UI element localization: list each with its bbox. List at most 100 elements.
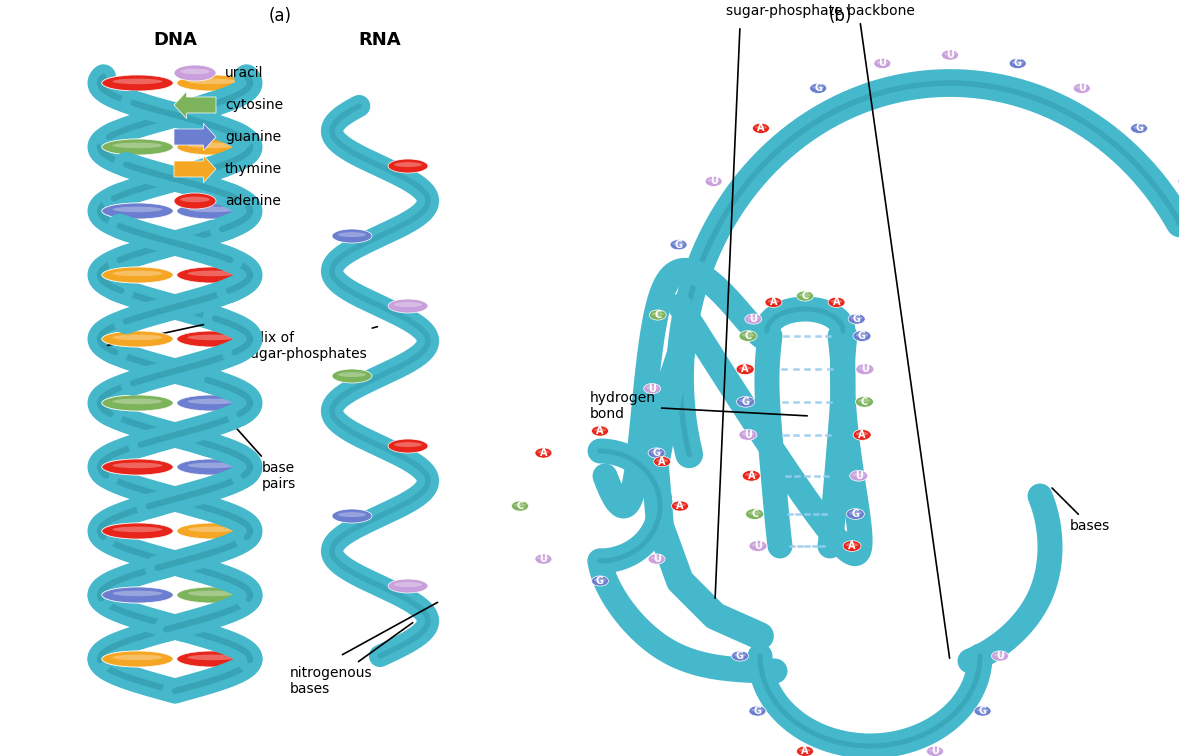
Ellipse shape <box>338 232 365 237</box>
Ellipse shape <box>394 582 422 587</box>
Ellipse shape <box>101 651 173 667</box>
Text: U: U <box>653 554 660 564</box>
Ellipse shape <box>739 366 751 370</box>
Text: thymine: thymine <box>225 162 282 176</box>
Ellipse shape <box>799 748 811 752</box>
Text: U: U <box>861 364 869 374</box>
Ellipse shape <box>594 578 606 582</box>
Ellipse shape <box>101 395 173 411</box>
Ellipse shape <box>394 162 422 167</box>
Ellipse shape <box>388 439 428 453</box>
Ellipse shape <box>338 512 365 517</box>
Ellipse shape <box>745 509 764 519</box>
Ellipse shape <box>101 75 173 91</box>
Ellipse shape <box>187 143 237 148</box>
Ellipse shape <box>742 432 755 435</box>
Text: adenine: adenine <box>225 194 281 208</box>
Ellipse shape <box>101 139 173 155</box>
Ellipse shape <box>705 176 722 187</box>
Ellipse shape <box>187 271 237 276</box>
Ellipse shape <box>112 143 163 148</box>
Ellipse shape <box>101 75 173 91</box>
Ellipse shape <box>112 79 163 84</box>
Ellipse shape <box>101 203 173 219</box>
Ellipse shape <box>674 503 686 507</box>
Ellipse shape <box>177 651 248 667</box>
Ellipse shape <box>177 459 248 475</box>
Ellipse shape <box>653 457 671 466</box>
Ellipse shape <box>752 543 764 547</box>
Text: A: A <box>802 746 809 756</box>
Ellipse shape <box>177 203 248 219</box>
Ellipse shape <box>187 655 237 660</box>
Ellipse shape <box>112 527 163 532</box>
Text: U: U <box>996 651 1005 661</box>
Ellipse shape <box>180 197 210 202</box>
Ellipse shape <box>388 579 428 593</box>
Ellipse shape <box>112 590 163 596</box>
Text: C: C <box>654 310 661 320</box>
Text: U: U <box>648 383 656 394</box>
Polygon shape <box>174 156 216 183</box>
Ellipse shape <box>174 193 216 209</box>
Ellipse shape <box>670 240 687 249</box>
Text: G: G <box>858 331 867 341</box>
Text: nitrogenous
bases: nitrogenous bases <box>290 623 413 696</box>
Ellipse shape <box>101 459 173 475</box>
Text: U: U <box>750 314 757 324</box>
Ellipse shape <box>177 139 248 155</box>
Ellipse shape <box>538 450 549 454</box>
Text: helix of
sugar-phosphates: helix of sugar-phosphates <box>243 327 377 361</box>
Ellipse shape <box>976 708 988 711</box>
Ellipse shape <box>735 653 746 657</box>
Ellipse shape <box>535 554 552 564</box>
Ellipse shape <box>929 748 941 752</box>
Ellipse shape <box>112 271 163 276</box>
Ellipse shape <box>927 746 943 756</box>
Ellipse shape <box>332 229 373 243</box>
Ellipse shape <box>187 206 237 212</box>
Ellipse shape <box>187 335 237 340</box>
Ellipse shape <box>177 587 248 603</box>
Ellipse shape <box>187 463 237 468</box>
Text: A: A <box>848 541 856 551</box>
Ellipse shape <box>177 139 248 155</box>
Ellipse shape <box>112 655 163 660</box>
Ellipse shape <box>101 587 173 603</box>
Ellipse shape <box>651 450 663 454</box>
Ellipse shape <box>112 463 163 468</box>
Ellipse shape <box>101 523 173 539</box>
Ellipse shape <box>644 383 660 394</box>
Ellipse shape <box>648 554 665 564</box>
Ellipse shape <box>739 330 757 342</box>
Ellipse shape <box>112 463 163 468</box>
Ellipse shape <box>187 527 237 532</box>
Ellipse shape <box>752 123 770 133</box>
Text: bases: bases <box>1052 488 1111 533</box>
Text: C: C <box>516 501 523 511</box>
Ellipse shape <box>187 527 237 532</box>
Ellipse shape <box>177 267 248 283</box>
Ellipse shape <box>799 293 811 297</box>
Ellipse shape <box>101 267 173 283</box>
Ellipse shape <box>858 399 871 403</box>
Ellipse shape <box>112 143 163 148</box>
Ellipse shape <box>177 395 248 411</box>
Ellipse shape <box>187 398 237 404</box>
Ellipse shape <box>174 65 216 81</box>
Ellipse shape <box>101 139 173 155</box>
Ellipse shape <box>592 426 608 436</box>
Ellipse shape <box>101 331 173 347</box>
Text: G: G <box>979 706 987 716</box>
Ellipse shape <box>737 396 755 407</box>
Text: G: G <box>742 397 750 407</box>
Ellipse shape <box>338 372 365 377</box>
Text: U: U <box>946 50 954 60</box>
Text: U: U <box>540 554 547 564</box>
Text: G: G <box>1014 58 1022 69</box>
Text: U: U <box>878 58 887 69</box>
Ellipse shape <box>177 587 248 603</box>
Text: U: U <box>710 176 718 187</box>
Text: DNA: DNA <box>153 31 197 49</box>
Text: C: C <box>751 509 758 519</box>
